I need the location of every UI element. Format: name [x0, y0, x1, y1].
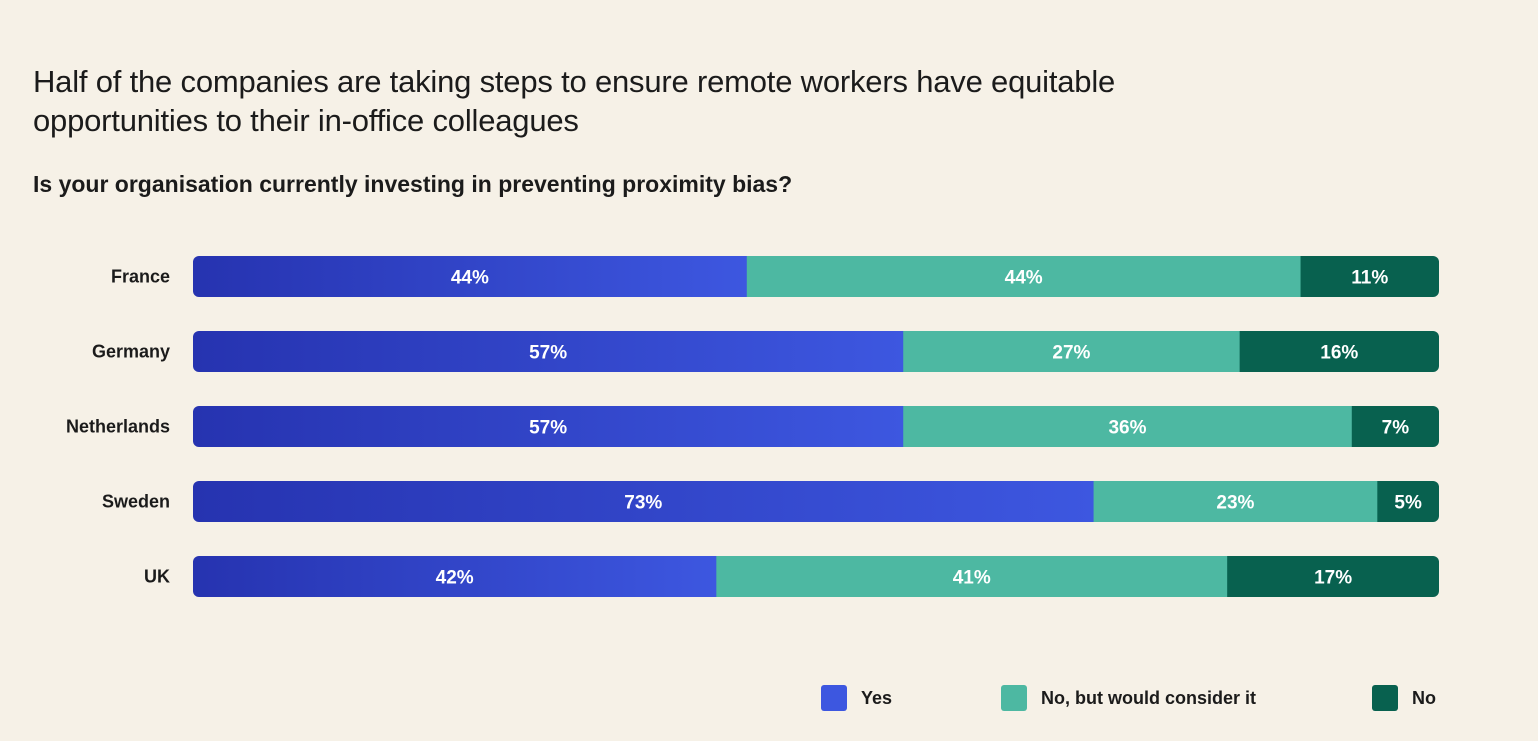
- bar-segment-sweden-no: [1377, 481, 1439, 522]
- legend-swatch-yes: [821, 685, 847, 711]
- chart-title: Half of the companies are taking steps t…: [33, 64, 1116, 138]
- bar-row-france: [193, 256, 1439, 297]
- data-label-france-0: 44%: [451, 268, 489, 289]
- data-label-germany-1: 27%: [1052, 343, 1090, 364]
- legend-label-yes: Yes: [861, 687, 893, 708]
- bar-row-germany: [193, 331, 1439, 372]
- data-label-uk-2: 17%: [1314, 568, 1352, 589]
- legend-swatch-no: [1372, 685, 1398, 711]
- bar-segment-netherlands-yes: [193, 406, 904, 447]
- category-label-netherlands: Netherlands: [66, 417, 170, 437]
- legend-swatch-consider: [1001, 685, 1027, 711]
- chart-subtitle: Is your organisation currently investing…: [33, 171, 793, 197]
- data-label-netherlands-0: 57%: [529, 418, 567, 439]
- bar-segment-france-no: [1300, 256, 1439, 297]
- bar-segment-netherlands-no-but-would-consider-it: [903, 406, 1353, 447]
- legend-item-yes: Yes: [821, 684, 892, 712]
- data-label-netherlands-1: 36%: [1108, 418, 1146, 439]
- bar-segment-netherlands-no: [1351, 406, 1439, 447]
- category-label-france: France: [111, 267, 170, 287]
- data-label-uk-1: 41%: [953, 568, 991, 589]
- bar-segment-uk-no: [1227, 556, 1439, 597]
- category-label-sweden: Sweden: [102, 492, 170, 512]
- bar-segment-germany-yes: [193, 331, 904, 372]
- bar-segment-sweden-yes: [193, 481, 1095, 522]
- bar-segment-france-no-but-would-consider-it: [746, 256, 1302, 297]
- data-label-sweden-0: 73%: [624, 493, 662, 514]
- data-label-sweden-2: 5%: [1394, 493, 1422, 514]
- legend-label-no: No: [1412, 687, 1436, 708]
- bar-segment-germany-no: [1239, 331, 1439, 372]
- data-label-germany-0: 57%: [529, 343, 567, 364]
- bar-segment-germany-no-but-would-consider-it: [903, 331, 1241, 372]
- bar-segment-uk-no-but-would-consider-it: [716, 556, 1228, 597]
- data-label-uk-0: 42%: [436, 568, 474, 589]
- legend-item-no: No: [1372, 684, 1436, 712]
- category-label-uk: UK: [144, 567, 170, 587]
- category-label-germany: Germany: [92, 342, 170, 362]
- bar-row-sweden: [193, 481, 1439, 522]
- data-label-france-1: 44%: [1005, 268, 1043, 289]
- bar-row-uk: [193, 556, 1439, 597]
- bar-segment-france-yes: [193, 256, 748, 297]
- data-label-netherlands-2: 7%: [1382, 418, 1410, 439]
- bar-row-netherlands: [193, 406, 1439, 447]
- data-label-sweden-1: 23%: [1216, 493, 1254, 514]
- data-label-germany-2: 16%: [1320, 343, 1358, 364]
- legend-label-consider: No, but would consider it: [1041, 687, 1256, 708]
- bar-segment-sweden-no-but-would-consider-it: [1093, 481, 1378, 522]
- bar-segment-uk-yes: [193, 556, 717, 597]
- legend-item-consider: No, but would consider it: [1001, 684, 1256, 712]
- data-label-france-2: 11%: [1351, 268, 1388, 289]
